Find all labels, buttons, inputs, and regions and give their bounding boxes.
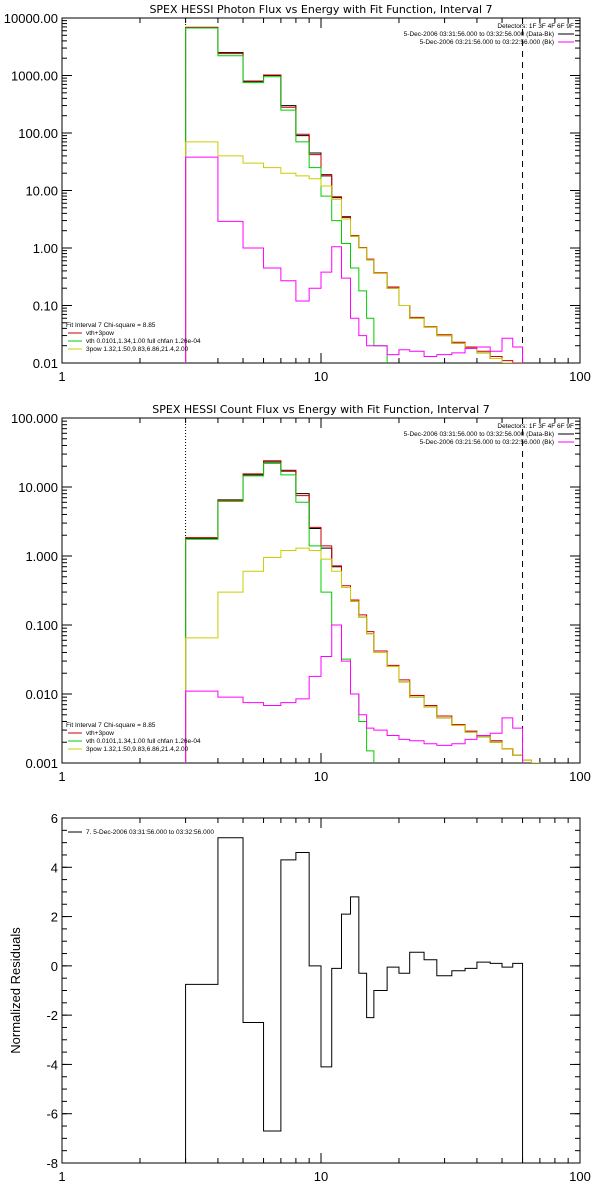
y-tick-label: -2	[46, 1008, 58, 1023]
legend-left-label: 7. 5-Dec-2006 03:31:56.000 to 03:32:56.0…	[86, 829, 214, 836]
chart-panel-2: SPEX HESSI Count Flux vs Energy with Fit…	[11, 403, 591, 784]
legend-left-label: vth+3pow	[86, 330, 114, 337]
y-tick-label: 100.000	[11, 411, 58, 426]
series-step-pow	[185, 141, 514, 363]
chart-panel-3: 1 10 100 -8 -6 -4 -2 0 2 4 6 Normalized Residuals 7.…	[8, 811, 591, 1184]
y-tick-label: 1.000	[25, 549, 58, 564]
x-tick-label: 1	[58, 1169, 65, 1184]
y-tick-label: 10000.00	[4, 11, 58, 26]
chart-title: SPEX HESSI Count Flux vs Energy with Fit…	[152, 403, 489, 416]
series-step-data	[185, 837, 524, 1163]
y-tick-label: 0.001	[25, 756, 58, 771]
series-step-fit	[185, 460, 541, 763]
y-tick-label: 10.000	[18, 480, 58, 495]
legend-left-label: 3pow 1.32,1.50,9.83,6.86,21.4,2.00	[86, 746, 189, 753]
y-tick-label: 0	[51, 959, 58, 974]
plot-area	[185, 837, 524, 1163]
chart-title: SPEX HESSI Photon Flux vs Energy with Fi…	[149, 3, 492, 16]
legend-left-title: Fit Interval 7 Chi-square = 8.85	[66, 722, 156, 729]
y-tick-label: 2	[51, 910, 58, 925]
x-tick-label: 100	[569, 369, 591, 384]
x-tick-label: 1	[58, 369, 65, 384]
series-step-vth	[185, 27, 388, 363]
y-tick-label: 10.00	[25, 184, 58, 199]
legend-right-label: 5-Dec-2006 03:31:56.000 to 03:32:56.000 …	[404, 431, 554, 438]
y-tick-label: 0.100	[25, 618, 58, 633]
plot-area	[185, 418, 541, 763]
chart-panel-1: SPEX HESSI Photon Flux vs Energy with Fi…	[4, 3, 591, 384]
legend-left-label: vth+3pow	[86, 730, 114, 737]
series-step-data	[185, 461, 524, 763]
y-tick-label: 4	[51, 860, 58, 875]
y-tick-label: 6	[51, 811, 58, 826]
x-tick-label: 100	[569, 1169, 591, 1184]
legend-right-label: 5-Dec-2006 03:21:56.000 to 03:22:56.000 …	[420, 439, 554, 446]
detectors-text: Detectors: 1F 3F 4F 6F 9F	[497, 23, 574, 30]
y-tick-label: 0.10	[33, 299, 58, 314]
plot-area	[185, 18, 524, 363]
y-tick-label: -4	[46, 1057, 58, 1072]
y-tick-label: -6	[46, 1107, 58, 1122]
y-axis-label: Normalized Residuals	[8, 927, 23, 1054]
legend-right-label: 5-Dec-2006 03:31:56.000 to 03:32:56.000 …	[404, 31, 554, 38]
x-tick-label: 1	[58, 769, 65, 784]
x-tick-label: 10	[314, 1169, 328, 1184]
x-tick-label: 10	[314, 769, 328, 784]
y-tick-label: 1000.00	[11, 69, 58, 84]
y-tick-label: 0.010	[25, 687, 58, 702]
legend-left-label: 3pow 1.32,1.50,9.83,6.86,21.4,2.00	[86, 346, 189, 353]
series-step-bk	[185, 156, 524, 363]
legend-right-label: 5-Dec-2006 03:21:56.000 to 03:22:56.000 …	[420, 39, 554, 46]
detectors-text: Detectors: 1F 3F 4F 6F 9F	[497, 423, 574, 430]
series-step-pow	[185, 547, 541, 763]
series-step-vth	[185, 462, 375, 763]
x-tick-label: 10	[314, 369, 328, 384]
series-step-fit	[185, 26, 524, 363]
series-step-data	[185, 27, 524, 363]
series-step-bk	[185, 624, 524, 763]
legend-left-label: vth 0.0101,1.34,1.00 full chfan 1.26e-04	[86, 738, 201, 745]
y-tick-label: 0.01	[33, 356, 58, 371]
x-tick-label: 100	[569, 769, 591, 784]
y-tick-label: 100.00	[18, 126, 58, 141]
y-tick-label: 1.00	[33, 241, 58, 256]
y-tick-label: -8	[46, 1156, 58, 1171]
legend-left-title: Fit Interval 7 Chi-square = 8.85	[66, 322, 156, 329]
legend-left-label: vth 0.0101,1.34,1.00 full chfan 1.26e-04	[86, 338, 201, 345]
